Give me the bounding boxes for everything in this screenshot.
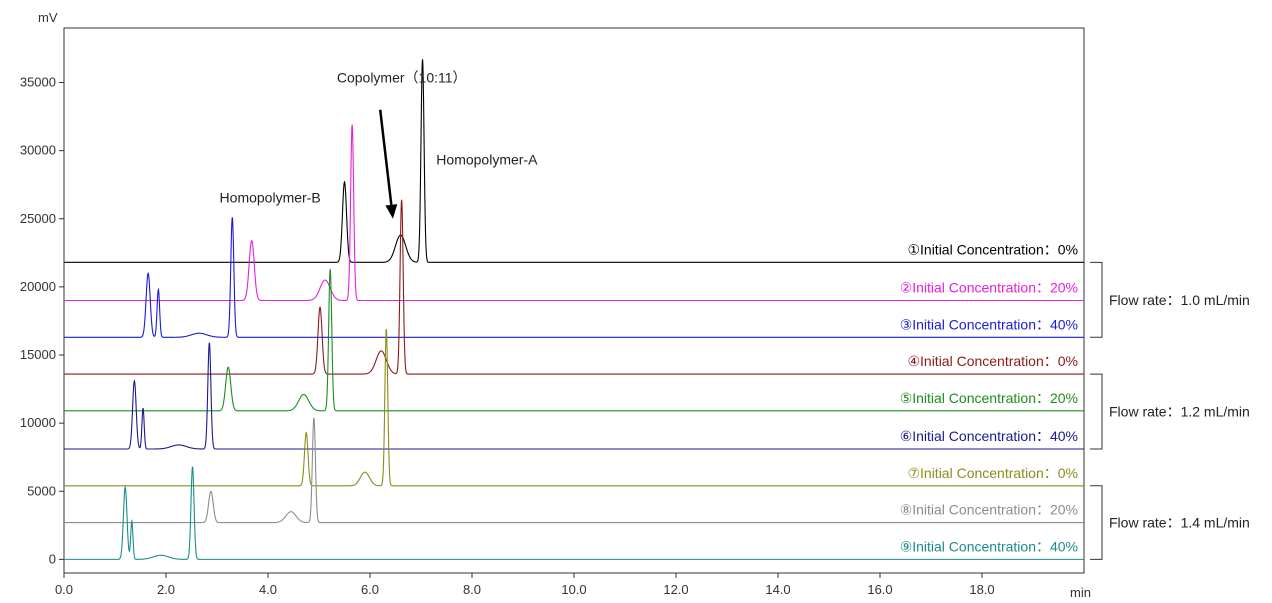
group-label-1: Flow rate：1.0 mL/min [1109,292,1250,308]
annotation-1: Copolymer（10:11） [337,70,467,86]
group-label-2: Flow rate：1.2 mL/min [1109,404,1250,420]
series-label-4: ④Initial Concentration：0% [907,353,1078,369]
traces-layer [64,59,1084,560]
y-tick-label: 15000 [20,347,56,362]
trace-line-5 [64,269,1084,412]
y-axis-unit: mV [38,10,58,25]
trace-line-9 [64,466,1084,560]
annotation-3: Homopolymer-B [220,189,321,205]
y-tick-label: 35000 [20,75,56,90]
x-axis: 0.0 2.0 4.0 6.0 8.0 10.0 12.0 14.0 16.0 18.0 [55,573,995,597]
x-tick-label: 12.0 [663,582,688,597]
y-tick-label: 10000 [20,415,56,430]
series-label-3: ③Initial Concentration：40% [900,316,1078,332]
annotation-arrow-head [385,204,398,219]
y-tick-label: 5000 [27,483,56,498]
trace-line-3 [64,217,1084,338]
x-tick-label: 4.0 [259,582,277,597]
series-label-7: ⑦Initial Concentration：0% [907,465,1078,481]
series-label-5: ⑤Initial Concentration：20% [900,390,1078,406]
trace-line-4 [64,199,1084,375]
x-axis-unit: min [1070,585,1091,600]
x-tick-label: 6.0 [361,582,379,597]
peak-annotations: Copolymer（10:11） Homopolymer-A Homopolymer… [220,70,538,219]
x-tick-label: 10.0 [561,582,586,597]
x-tick-label: 18.0 [969,582,994,597]
group-bracket-3 [1090,485,1103,560]
x-tick-label: 8.0 [463,582,481,597]
series-label-6: ⑥Initial Concentration：40% [900,428,1078,444]
x-tick-label: 16.0 [867,582,892,597]
annotation-arrow-shaft [378,109,393,205]
y-tick-label: 20000 [20,279,56,294]
x-tick-label: 14.0 [765,582,790,597]
trace-line-2 [64,124,1084,302]
group-bracket-1 [1090,261,1103,338]
y-tick-label: 25000 [20,211,56,226]
group-label-3: Flow rate：1.4 mL/min [1109,515,1250,531]
series-label-2: ②Initial Concentration：20% [900,280,1078,296]
x-tick-label: 2.0 [157,582,175,597]
series-labels: ①Initial Concentration：0% ②Initial Concen… [900,241,1078,554]
x-tick-label: 0.0 [55,582,73,597]
y-tick-label: 0 [49,551,56,566]
annotation-2: Homopolymer-A [436,151,538,167]
flow-rate-groups: Flow rate：1.0 mL/min Flow rate：1.2 mL/min… [1090,261,1250,560]
y-tick-label: 30000 [20,143,56,158]
group-bracket-2 [1090,373,1103,450]
series-label-9: ⑨Initial Concentration：40% [900,538,1078,554]
trace-line-7 [64,329,1084,487]
series-label-8: ⑧Initial Concentration：20% [900,502,1078,518]
trace-line-8 [64,417,1084,524]
trace-line-1 [64,59,1084,263]
y-axis: 0 5000 10000 15000 20000 25000 30000 35000 [20,75,64,566]
trace-line-6 [64,342,1084,450]
series-label-1: ①Initial Concentration：0% [907,241,1078,257]
